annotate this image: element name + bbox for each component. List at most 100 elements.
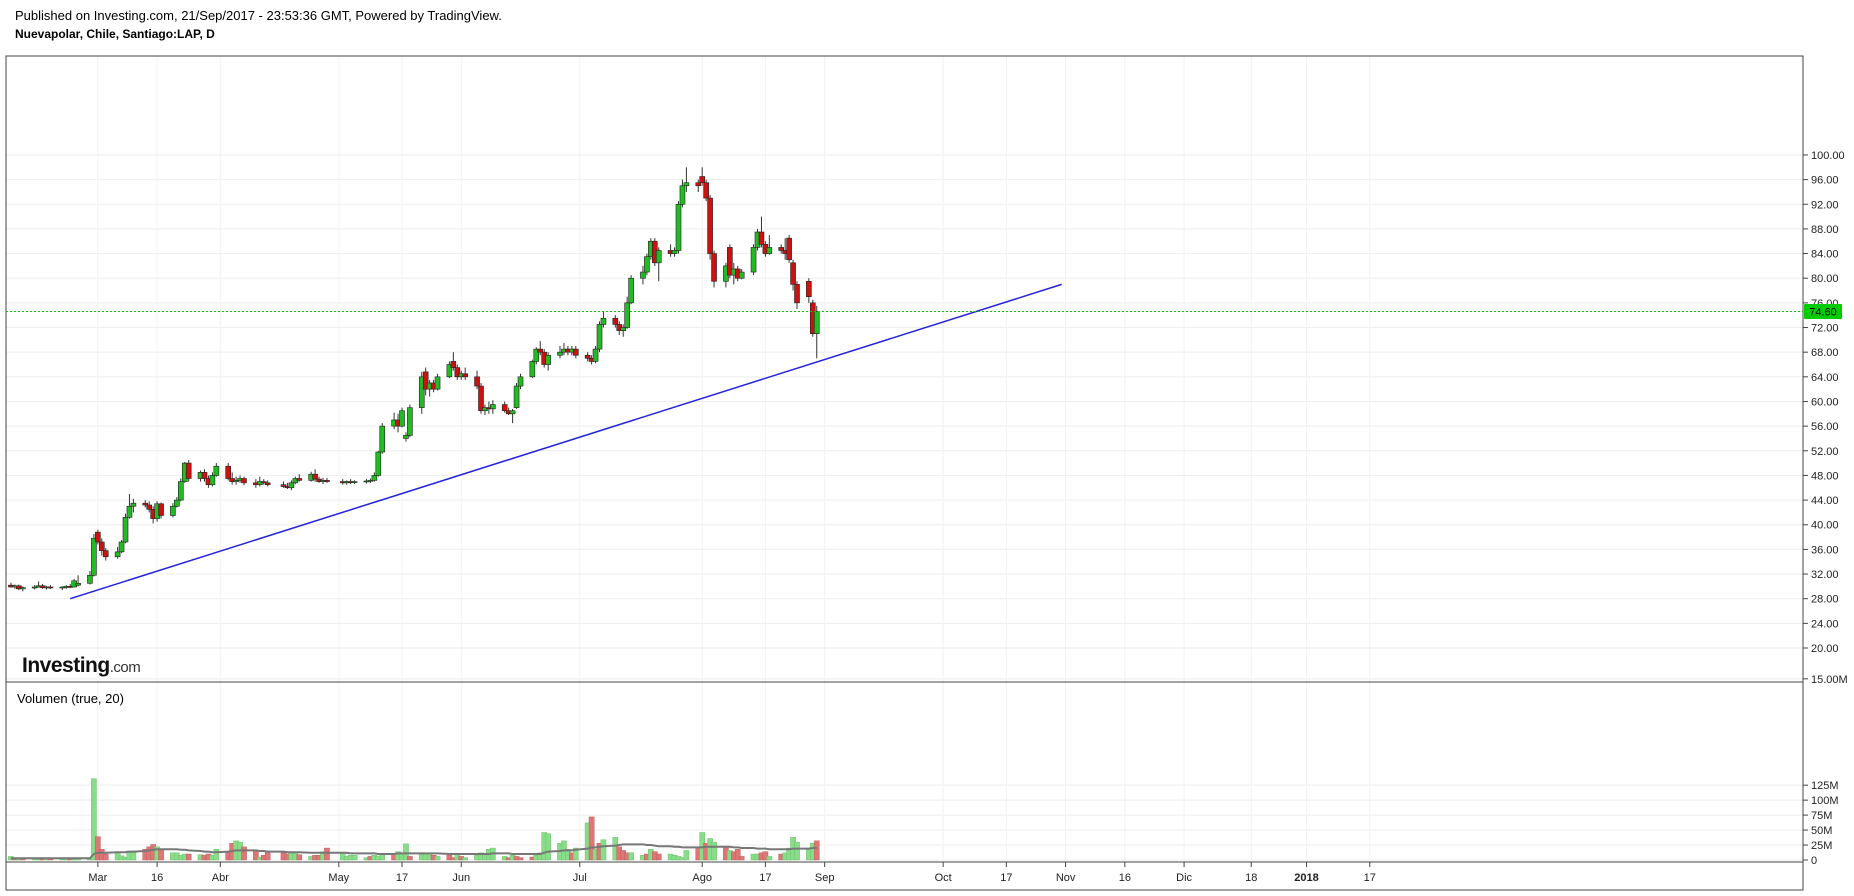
candle[interactable]	[446, 361, 453, 379]
volume-bar[interactable]	[655, 853, 662, 861]
candle[interactable]	[39, 583, 46, 589]
volume-bar[interactable]	[324, 847, 330, 861]
volume-bar[interactable]	[628, 852, 634, 861]
candle[interactable]	[288, 480, 295, 491]
candle[interactable]	[490, 400, 496, 414]
candle[interactable]	[379, 423, 386, 454]
candle[interactable]	[703, 179, 709, 202]
volume-bar[interactable]	[600, 839, 607, 861]
candle[interactable]	[185, 460, 192, 482]
volume-bar[interactable]	[102, 853, 109, 861]
candle[interactable]	[501, 401, 508, 413]
candle[interactable]	[229, 472, 235, 485]
candle[interactable]	[655, 247, 662, 282]
candle[interactable]	[130, 498, 137, 513]
candle[interactable]	[750, 244, 757, 276]
candle[interactable]	[114, 546, 121, 559]
volume-bar[interactable]	[95, 836, 101, 861]
volume-bar[interactable]	[588, 816, 595, 861]
candle[interactable]	[122, 513, 129, 544]
candle[interactable]	[158, 502, 164, 519]
candle[interactable]	[213, 463, 220, 477]
candle[interactable]	[628, 275, 634, 305]
candle[interactable]	[533, 347, 540, 365]
candle[interactable]	[695, 179, 702, 192]
candle[interactable]	[644, 253, 650, 276]
candle[interactable]	[142, 500, 149, 508]
candle[interactable]	[513, 382, 520, 409]
candle[interactable]	[482, 404, 488, 416]
candle[interactable]	[324, 477, 330, 483]
candle[interactable]	[596, 321, 603, 353]
candle[interactable]	[786, 235, 792, 263]
candle[interactable]	[478, 382, 484, 414]
candle[interactable]	[434, 373, 441, 391]
candle[interactable]	[462, 367, 469, 380]
volume-bar[interactable]	[462, 857, 469, 861]
candle[interactable]	[683, 167, 690, 192]
candle[interactable]	[209, 472, 216, 487]
candle[interactable]	[790, 259, 796, 291]
candle[interactable]	[146, 501, 152, 513]
candle[interactable]	[296, 474, 303, 482]
candle[interactable]	[738, 268, 745, 280]
candle[interactable]	[422, 367, 429, 396]
volume-bar[interactable]	[762, 851, 769, 861]
candle[interactable]	[557, 346, 563, 359]
volume-bar[interactable]	[91, 778, 97, 861]
volume-bar[interactable]	[403, 843, 409, 861]
volume-bar[interactable]	[407, 856, 413, 861]
candle[interactable]	[624, 296, 630, 329]
candle[interactable]	[75, 575, 81, 587]
trendline[interactable]	[69, 283, 1062, 600]
candle[interactable]	[727, 244, 733, 279]
candle[interactable]	[517, 373, 524, 390]
candle[interactable]	[178, 478, 184, 502]
candle[interactable]	[600, 312, 607, 328]
candle[interactable]	[241, 476, 247, 486]
volume-bar[interactable]	[813, 840, 820, 861]
volume-bar[interactable]	[264, 851, 271, 861]
candle[interactable]	[170, 503, 176, 518]
candle[interactable]	[118, 540, 125, 554]
candle[interactable]	[612, 315, 619, 328]
volume-bar[interactable]	[241, 846, 247, 861]
volume-bar[interactable]	[517, 857, 524, 861]
candle[interactable]	[256, 476, 263, 487]
candle[interactable]	[794, 281, 800, 310]
candle[interactable]	[707, 195, 713, 260]
candle[interactable]	[572, 346, 579, 359]
candle[interactable]	[225, 463, 231, 481]
candle[interactable]	[407, 404, 413, 438]
candle[interactable]	[47, 585, 54, 589]
candle[interactable]	[671, 247, 678, 257]
volume-bar[interactable]	[794, 841, 800, 861]
candle[interactable]	[813, 305, 820, 359]
candle[interactable]	[280, 481, 287, 488]
candle[interactable]	[454, 364, 461, 380]
candle[interactable]	[766, 235, 773, 255]
volume-bar[interactable]	[351, 855, 358, 861]
candle[interactable]	[699, 167, 706, 186]
candle[interactable]	[509, 408, 516, 424]
candle[interactable]	[87, 570, 93, 585]
volume-bar[interactable]	[766, 856, 773, 861]
volume-bar[interactable]	[296, 854, 303, 861]
volume-bar[interactable]	[185, 853, 192, 861]
candle[interactable]	[264, 480, 271, 487]
candle[interactable]	[367, 478, 374, 483]
candle[interactable]	[450, 352, 457, 371]
candle[interactable]	[312, 469, 318, 482]
candle[interactable]	[403, 432, 409, 442]
candle[interactable]	[102, 548, 109, 561]
candle[interactable]	[778, 244, 785, 254]
candle[interactable]	[95, 529, 101, 545]
candle[interactable]	[233, 476, 239, 485]
candle[interactable]	[529, 359, 536, 379]
candle[interactable]	[201, 469, 208, 482]
volume-bar[interactable]	[130, 852, 137, 861]
candle[interactable]	[474, 370, 480, 390]
candle[interactable]	[399, 407, 405, 428]
candle[interactable]	[19, 586, 26, 592]
candle[interactable]	[620, 324, 627, 337]
